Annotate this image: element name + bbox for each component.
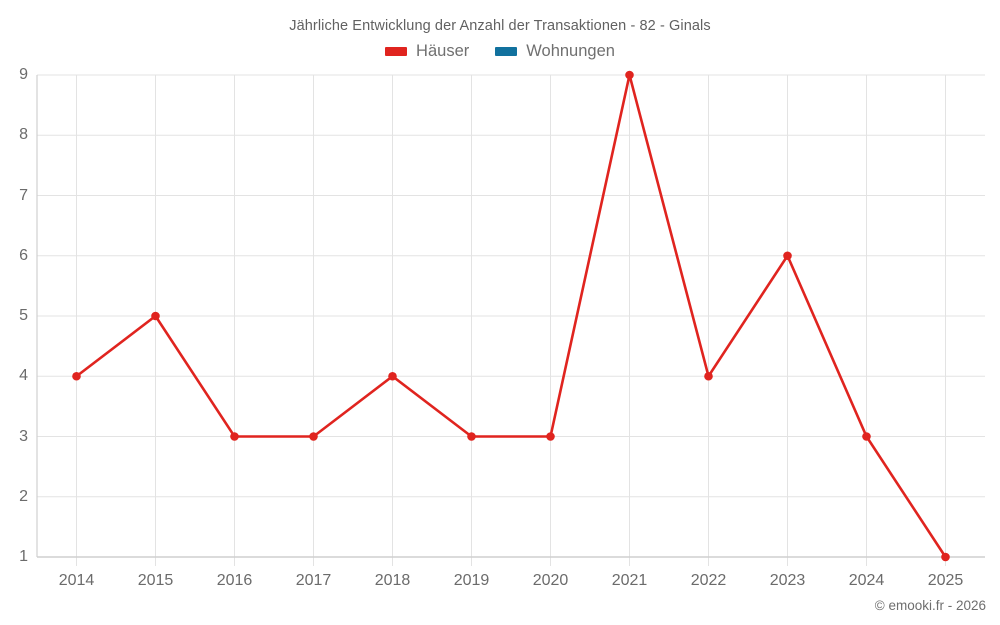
y-tick-label: 9 bbox=[19, 66, 28, 83]
legend-label-hauser: Häuser bbox=[416, 42, 470, 60]
x-tick-label: 2016 bbox=[216, 572, 253, 589]
x-tick-label: 2014 bbox=[58, 572, 95, 589]
data-point bbox=[151, 311, 160, 321]
y-tick-label: 3 bbox=[19, 427, 28, 445]
data-point bbox=[388, 371, 397, 381]
y-tick-label: 1 bbox=[19, 548, 28, 565]
y-tick-label: 8 bbox=[19, 126, 28, 144]
x-tick-label: 2019 bbox=[453, 572, 490, 589]
data-point bbox=[72, 371, 81, 381]
y-tick-label: 2 bbox=[19, 487, 28, 505]
y-tick-label: 4 bbox=[19, 367, 28, 385]
x-tick-label: 2017 bbox=[295, 572, 332, 589]
y-tick-label: 7 bbox=[19, 186, 28, 204]
x-tick-label: 2024 bbox=[848, 572, 885, 589]
data-point bbox=[546, 432, 555, 441]
x-tick-label: 2023 bbox=[769, 572, 806, 589]
chart-legend: Häuser Wohnungen bbox=[0, 43, 1000, 60]
data-point bbox=[862, 432, 871, 441]
legend-swatch-hauser bbox=[385, 46, 408, 56]
legend-swatch-wohnungen bbox=[495, 46, 518, 56]
data-point bbox=[230, 432, 239, 441]
data-point bbox=[625, 70, 634, 80]
series-line bbox=[75, 74, 947, 558]
x-tick-label: 2021 bbox=[611, 572, 648, 589]
legend-label-wohnungen: Wohnungen bbox=[526, 42, 615, 60]
data-point bbox=[941, 552, 950, 562]
chart-title: Jährliche Entwicklung der Anzahl der Tra… bbox=[289, 18, 711, 34]
legend-item-wohnungen[interactable]: Wohnungen bbox=[495, 43, 615, 60]
series-häuser bbox=[72, 70, 950, 562]
copyright-footer: © emooki.fr - 2026 bbox=[874, 598, 986, 613]
data-point bbox=[783, 251, 792, 261]
x-tick-label: 2025 bbox=[927, 572, 964, 589]
data-point bbox=[704, 371, 713, 381]
x-tick-label: 2020 bbox=[532, 572, 569, 589]
gridlines bbox=[37, 74, 985, 566]
x-tick-label: 2022 bbox=[690, 572, 727, 589]
x-tick-label: 2018 bbox=[374, 572, 411, 589]
y-tick-label: 6 bbox=[19, 246, 28, 264]
data-point bbox=[467, 432, 476, 441]
y-tick-label: 5 bbox=[19, 307, 28, 324]
legend-item-hauser[interactable]: Häuser bbox=[385, 43, 469, 60]
data-point bbox=[309, 432, 318, 441]
x-tick-label: 2015 bbox=[137, 572, 174, 589]
